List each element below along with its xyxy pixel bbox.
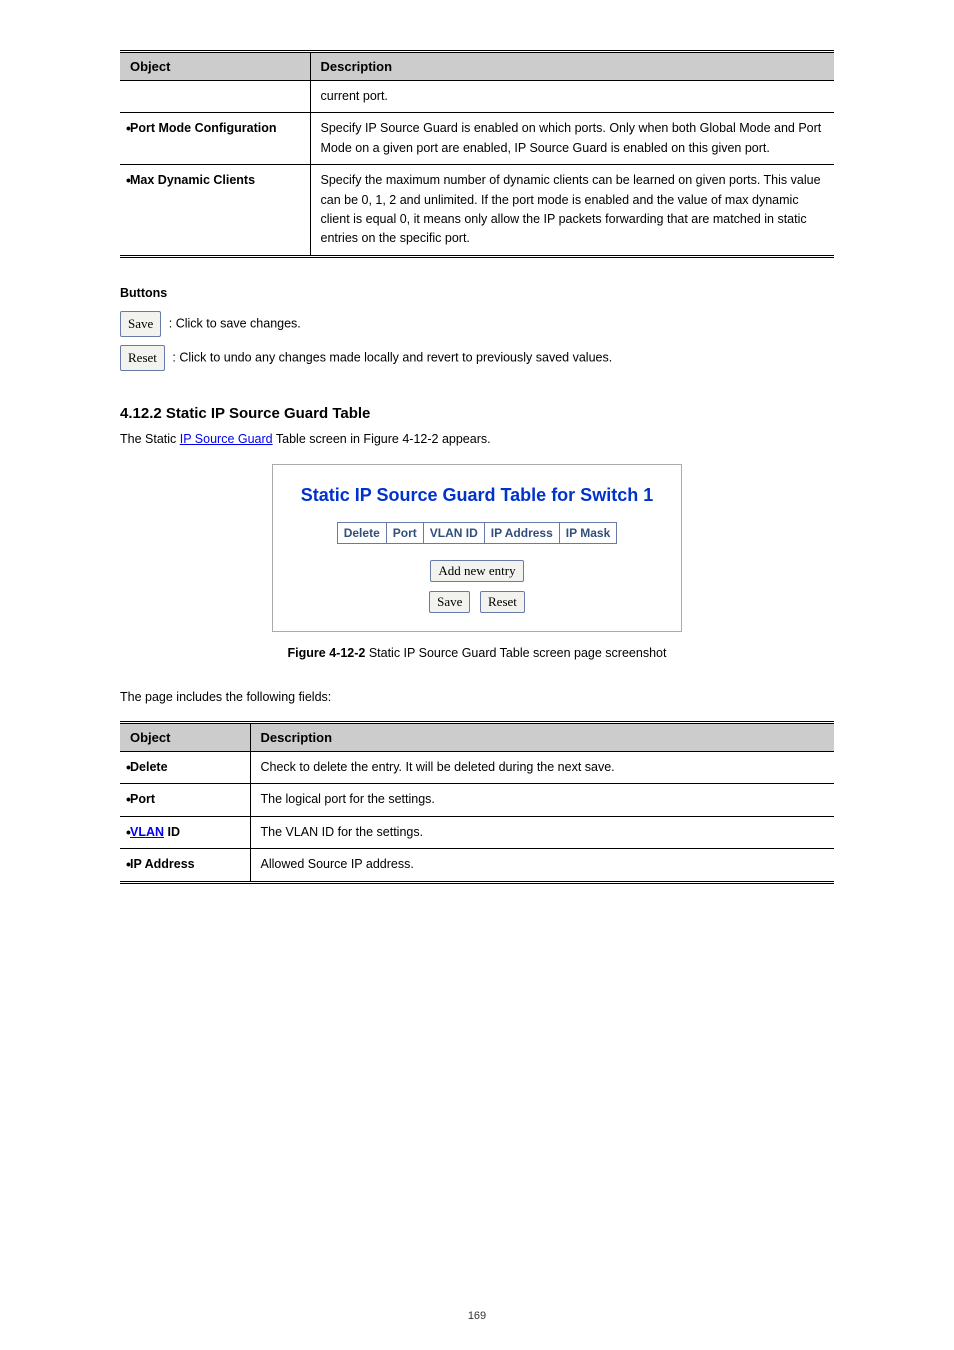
table1-header-description: Description: [310, 52, 834, 81]
table1-cell-desc-2: Specify the maximum number of dynamic cl…: [310, 165, 834, 257]
object-description-table-2: Object Description Delete Check to delet…: [120, 721, 834, 884]
add-new-entry-button[interactable]: Add new entry: [430, 560, 523, 582]
table2-desc-2: The VLAN ID for the settings.: [250, 816, 834, 848]
shot-reset-button[interactable]: Reset: [480, 591, 525, 613]
shot-col-port: Port: [386, 522, 423, 543]
table1-cell-obj-2: Max Dynamic Clients: [120, 165, 310, 257]
vlan-link[interactable]: VLAN: [130, 825, 164, 839]
screenshot-table: Delete Port VLAN ID IP Address IP Mask: [337, 522, 618, 544]
table1-cell-desc-1: Specify IP Source Guard is enabled on wh…: [310, 113, 834, 165]
save-button[interactable]: Save: [120, 311, 161, 337]
shot-col-delete: Delete: [337, 522, 386, 543]
page-number: 169: [0, 1310, 954, 1322]
table2-obj-0: Delete: [120, 752, 250, 784]
section-heading: 4.12.2 Static IP Source Guard Table: [120, 405, 834, 422]
table2-desc-0: Check to delete the entry. It will be de…: [250, 752, 834, 784]
table2-header-description: Description: [250, 723, 834, 752]
table2-obj-3: IP Address: [120, 849, 250, 882]
shot-col-ip: IP Address: [484, 522, 559, 543]
table1-header-object: Object: [120, 52, 310, 81]
ip-source-guard-link[interactable]: IP Source Guard: [180, 432, 273, 446]
shot-save-button[interactable]: Save: [429, 591, 470, 613]
shot-col-vlan: VLAN ID: [423, 522, 484, 543]
reset-button[interactable]: Reset: [120, 345, 165, 371]
screenshot-panel: Static IP Source Guard Table for Switch …: [272, 464, 682, 632]
table2-header-object: Object: [120, 723, 250, 752]
section-intro: The Static IP Source Guard Table screen …: [120, 430, 834, 449]
shot-col-mask: IP Mask: [559, 522, 616, 543]
reset-button-desc: : Click to undo any changes made locally…: [172, 351, 612, 365]
table2-desc-3: Allowed Source IP address.: [250, 849, 834, 882]
table2-desc-1: The logical port for the settings.: [250, 784, 834, 816]
fields-intro: The page includes the following fields:: [120, 688, 834, 707]
save-button-desc: : Click to save changes.: [169, 316, 301, 330]
object-description-table-1: Object Description current port. Port Mo…: [120, 50, 834, 258]
table1-cell-obj-0: [120, 81, 310, 113]
table1-cell-obj-1: Port Mode Configuration: [120, 113, 310, 165]
screenshot-title: Static IP Source Guard Table for Switch …: [301, 485, 653, 506]
figure-caption: Figure 4-12-2 Static IP Source Guard Tab…: [120, 646, 834, 660]
table2-obj-2: VLAN ID: [120, 816, 250, 848]
buttons-heading: Buttons: [120, 284, 834, 303]
table2-obj-1: Port: [120, 784, 250, 816]
table1-cell-desc-0: current port.: [310, 81, 834, 113]
